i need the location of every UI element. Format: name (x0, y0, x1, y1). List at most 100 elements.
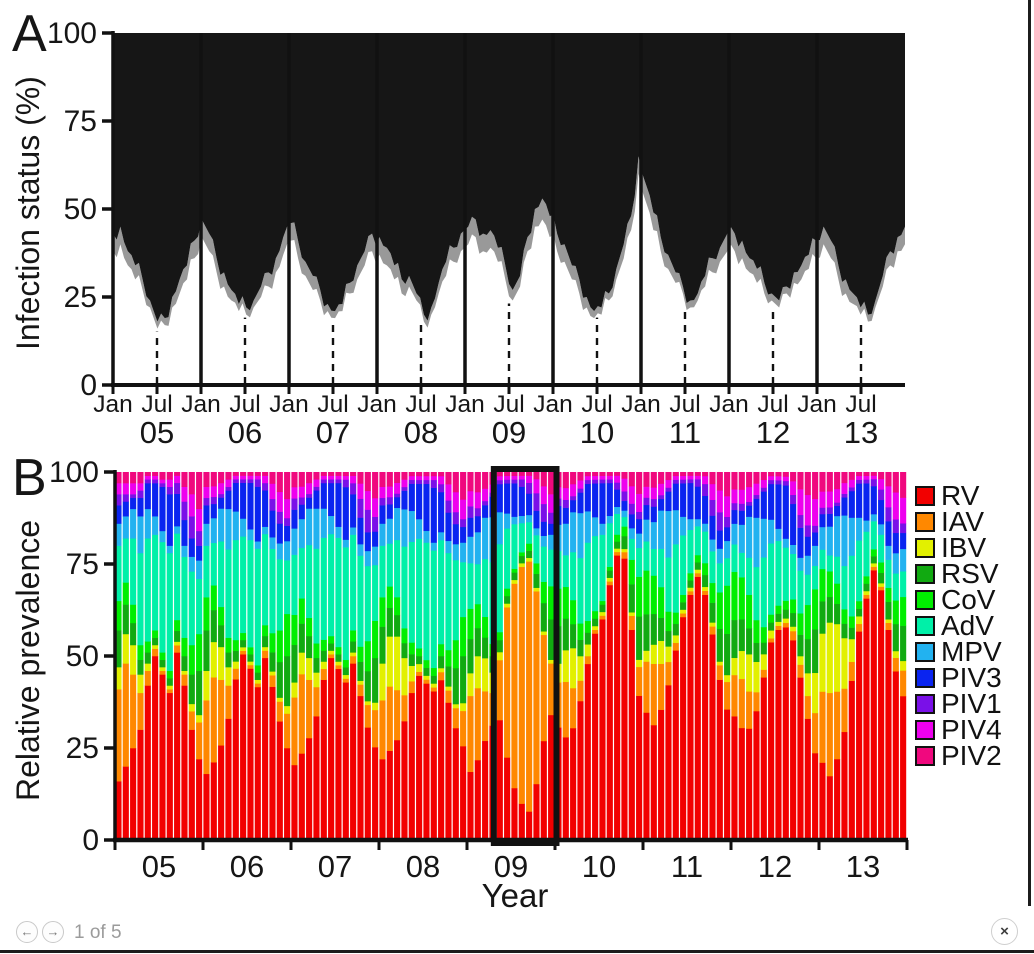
bar-segment-piv1 (856, 479, 863, 484)
bar-segment-mpv (526, 514, 533, 523)
bar-segment-mpv (452, 544, 459, 561)
bar-segment-piv1 (210, 496, 217, 505)
pager-status: 1 of 5 (74, 922, 122, 943)
bar-segment-rv (269, 686, 276, 841)
bar-segment-adv (812, 565, 819, 590)
bar-segment-piv4 (768, 475, 775, 481)
bar-segment-mpv (372, 546, 379, 566)
bar-segment-piv3 (650, 506, 657, 523)
bar-segment-piv3 (636, 518, 643, 534)
bar-segment-rsv (702, 574, 709, 588)
bar-segment-mpv (379, 523, 386, 546)
bar-segment-ibv (533, 587, 540, 592)
bar-segment-piv3 (394, 497, 401, 509)
bar-segment-adv (753, 566, 760, 621)
panel-a-month-label: Jan (93, 391, 133, 418)
bar-segment-cov (247, 647, 254, 655)
bar-segment-rsv (885, 601, 892, 620)
bar-segment-iav (775, 625, 782, 631)
bar-segment-piv2 (401, 472, 408, 480)
bar-segment-ibv (614, 548, 621, 553)
bar-segment-cov (416, 648, 423, 657)
bar-segment-rsv (592, 618, 599, 627)
bar-segment-rv (320, 679, 327, 841)
bar-segment-piv3 (687, 482, 694, 520)
bar-segment-piv2 (218, 472, 225, 484)
bar-segment-cov (834, 583, 841, 604)
bar-segment-piv2 (511, 472, 518, 477)
bar-segment-cov (621, 526, 628, 537)
bar-segment-piv1 (460, 518, 467, 528)
bar-segment-adv (504, 528, 511, 589)
bar-segment-piv2 (826, 472, 833, 492)
bar-segment-ibv (438, 668, 445, 673)
bar-segment-mpv (115, 523, 122, 546)
bar-segment-iav (240, 650, 247, 655)
bar-segment-rv (203, 773, 210, 841)
bar-segment-rv (438, 680, 445, 841)
bar-segment-ibv (570, 648, 577, 689)
bar-segment-piv2 (724, 472, 731, 497)
bar-segment-piv2 (232, 472, 239, 476)
close-button[interactable]: × (991, 918, 1018, 945)
pager-prev-button[interactable]: ← (16, 921, 38, 943)
bar-segment-piv4 (394, 482, 401, 494)
bar-segment-piv2 (144, 472, 151, 476)
bar-segment-adv (878, 534, 885, 563)
bar-segment-ibv (834, 623, 841, 692)
bar-segment-rsv (636, 616, 643, 660)
bar-segment-piv4 (790, 481, 797, 496)
bar-segment-adv (452, 560, 459, 641)
bar-segment-cov (115, 600, 122, 631)
panel-a-year-label: 05 (140, 415, 174, 450)
legend-label: MPV (941, 636, 1002, 667)
bar-segment-rv (724, 709, 731, 841)
bar-segment-iav (804, 695, 811, 719)
bar-segment-adv (804, 574, 811, 606)
bar-segment-mpv (511, 516, 518, 525)
legend-swatch-ibv (915, 538, 935, 558)
bar-segment-iav (650, 663, 657, 726)
bar-segment-rsv (716, 628, 723, 662)
bar-segment-iav (438, 672, 445, 681)
bar-segment-cov (269, 633, 276, 653)
panel-a-month-label: Jul (845, 391, 876, 418)
bar-segment-ibv (474, 656, 481, 689)
bar-segment-mpv (386, 518, 393, 544)
bar-segment-piv3 (452, 524, 459, 545)
bar-segment-piv1 (526, 482, 533, 494)
bar-segment-piv2 (416, 472, 423, 477)
bar-segment-iav (848, 661, 855, 681)
bar-segment-piv1 (276, 511, 283, 524)
bar-segment-adv (122, 538, 129, 583)
bar-segment-ibv (724, 674, 731, 683)
legend: RV IAV IBV RSV CoV AdV MPV PIV3 PIV1 PIV4 PIV2 (915, 482, 1002, 770)
bar-segment-piv2 (856, 472, 863, 477)
bar-segment-piv3 (137, 497, 144, 517)
bar-segment-rsv (496, 640, 503, 653)
bar-segment-ibv (628, 612, 635, 616)
bar-segment-rv (159, 674, 166, 841)
bar-segment-piv3 (672, 483, 679, 511)
bar-segment-cov (159, 652, 166, 660)
bar-segment-adv (254, 548, 261, 666)
bar-segment-iav (665, 661, 672, 686)
bar-segment-mpv (592, 517, 599, 537)
bar-segment-iav (298, 674, 305, 754)
bar-segment-piv1 (790, 494, 797, 505)
bar-segment-adv (152, 534, 159, 631)
bar-segment-rv (152, 656, 159, 841)
bar-segment-iav (768, 638, 775, 643)
bar-segment-cov (900, 596, 907, 626)
pager-next-button[interactable]: → (42, 921, 64, 943)
bar-segment-rv (379, 759, 386, 841)
bar-segment-mpv (159, 530, 166, 543)
bar-segment-mpv (702, 523, 709, 532)
bar-segment-rsv (460, 656, 467, 704)
bar-segment-piv3 (724, 527, 731, 542)
bar-segment-mpv (335, 526, 342, 538)
bar-segment-rv (210, 762, 217, 841)
bar-segment-piv1 (232, 479, 239, 484)
bar-segment-piv3 (372, 531, 379, 547)
